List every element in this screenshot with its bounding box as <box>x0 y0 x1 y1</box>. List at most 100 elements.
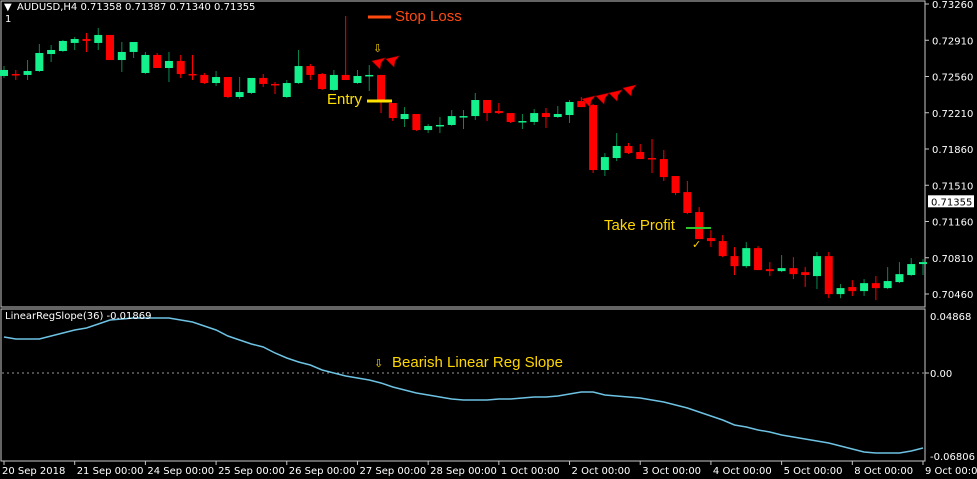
candle-body <box>94 34 103 43</box>
candle <box>718 235 727 258</box>
candle <box>94 27 103 50</box>
candle-body <box>565 101 574 116</box>
candle-body <box>247 77 256 93</box>
current-price-box <box>928 195 974 208</box>
candle-body <box>412 113 421 131</box>
candle-body <box>282 83 291 98</box>
candle-body <box>883 281 892 289</box>
candle <box>424 124 433 134</box>
time-tick-label: 24 Sep 00:00 <box>147 466 214 477</box>
candle <box>541 107 550 128</box>
candle-body <box>801 272 810 276</box>
main-pane-border <box>0 0 926 308</box>
candle-body <box>765 269 774 272</box>
candle-body <box>164 60 173 69</box>
candle-body <box>718 241 727 257</box>
indicator-tick-label: 0.00 <box>930 369 952 380</box>
candle <box>730 247 739 276</box>
candle-body <box>624 145 633 154</box>
candle <box>871 276 880 301</box>
candle <box>47 45 56 62</box>
candle-body <box>341 74 350 81</box>
candle-body <box>742 248 751 267</box>
candle-body <box>11 74 20 76</box>
time-tick-label: 27 Sep 00:00 <box>359 466 426 477</box>
candle-body <box>424 126 433 131</box>
time-tick-label: 1 Oct 00:00 <box>501 466 560 477</box>
candle <box>836 284 845 299</box>
candle-body <box>400 113 409 120</box>
candle-body <box>789 268 798 275</box>
candle-body <box>318 74 327 90</box>
price-tick-label: 0.70460 <box>932 290 973 301</box>
candle <box>553 106 562 119</box>
time-tick-label: 21 Sep 00:00 <box>77 466 144 477</box>
candle <box>35 43 44 73</box>
take-profit-label: Take Profit <box>604 217 675 234</box>
candle-body <box>541 113 550 117</box>
indicator-title: LinearRegSlope(36) -0.01869 <box>5 311 152 322</box>
candle-body <box>600 157 609 171</box>
candle <box>11 69 20 81</box>
candle-body <box>70 39 79 43</box>
header-dropdown-icon[interactable]: ▼ <box>4 2 12 13</box>
price-tick-label: 0.71510 <box>932 181 973 192</box>
candle <box>612 133 621 162</box>
candle-body <box>612 145 621 159</box>
candle-body <box>730 256 739 267</box>
candle-body <box>259 77 268 84</box>
candle-body <box>483 100 492 114</box>
candle-body <box>553 113 562 117</box>
candle-body <box>777 268 786 272</box>
candle-body <box>0 69 8 76</box>
candle <box>919 259 927 276</box>
candle-body <box>176 60 185 75</box>
candle <box>565 100 574 124</box>
candle <box>388 103 397 122</box>
candle-body <box>353 75 362 84</box>
candle-body <box>506 113 515 122</box>
candle-body <box>494 110 503 114</box>
candle-body <box>518 121 527 123</box>
time-tick-label: 26 Sep 00:00 <box>289 466 356 477</box>
candle <box>400 107 409 128</box>
bearish-arrow-down-icon: ⇩ <box>374 357 384 370</box>
candle-body <box>860 283 869 292</box>
candle <box>695 207 704 240</box>
candle-body <box>270 83 279 86</box>
candle <box>765 262 774 277</box>
candle <box>70 36 79 50</box>
candle-body <box>141 54 150 73</box>
candle <box>247 77 256 95</box>
candle <box>176 54 185 78</box>
candle <box>659 150 668 182</box>
candle-body <box>824 256 833 295</box>
candle-body <box>153 54 162 69</box>
price-tick-label: 0.71160 <box>932 218 973 229</box>
symbol-info: AUDUSD,H4 0.71358 0.71387 0.71340 0.7135… <box>17 2 256 13</box>
linear-reg-slope-line <box>3 317 924 454</box>
candle-body <box>848 287 857 292</box>
stop-loss-label: Stop Loss <box>395 8 462 25</box>
candle <box>860 279 869 297</box>
candle-body <box>235 92 244 98</box>
candle-body <box>907 264 916 276</box>
candle-body <box>47 49 56 55</box>
candle-body <box>129 42 138 52</box>
candle-body <box>459 116 468 118</box>
signal-arrow-icon <box>581 95 596 108</box>
price-tick-label: 0.72910 <box>932 36 973 47</box>
price-tick-label: 0.71860 <box>932 145 973 156</box>
candle-body <box>671 176 680 194</box>
candle <box>318 72 327 90</box>
candle <box>471 92 480 120</box>
candle-body <box>659 159 668 178</box>
price-tick-label: 0.72210 <box>932 109 973 120</box>
candle <box>353 69 362 84</box>
signal-arrow-icon <box>385 55 400 68</box>
candle <box>671 176 680 196</box>
candle <box>141 51 150 75</box>
candle <box>459 110 468 130</box>
